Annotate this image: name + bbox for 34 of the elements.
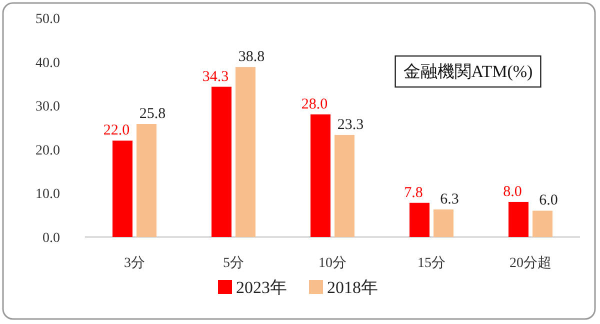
data-label: 6.0: [539, 192, 558, 209]
bar: [310, 114, 330, 237]
x-tick-label: 15分: [418, 255, 446, 271]
bar: [236, 67, 256, 237]
x-tick-label: 20分超: [510, 255, 552, 271]
bar: [136, 124, 156, 237]
y-tick-label: 0.0: [42, 231, 60, 246]
data-label: 38.8: [238, 49, 265, 66]
x-tick-label: 5分: [223, 255, 244, 271]
data-label: 7.8: [404, 184, 423, 201]
bar: [434, 209, 454, 237]
y-tick-label: 40.0: [36, 56, 60, 71]
legend-label: 2023年: [236, 278, 287, 297]
text: 金融機関ATM(%): [403, 62, 533, 81]
data-label: 8.0: [503, 184, 522, 200]
y-tick-label: 10.0: [36, 187, 60, 202]
y-tick-label: 20.0: [36, 143, 60, 158]
bar: [410, 202, 430, 237]
bar: [508, 202, 528, 237]
data-label: 25.8: [139, 106, 166, 122]
x-tick-label: 10分: [318, 255, 346, 271]
data-label: 22.0: [103, 122, 130, 139]
legend-label: 2018年: [327, 278, 378, 297]
data-label: 23.3: [337, 116, 364, 133]
data-label: 6.3: [440, 191, 459, 208]
bar: [334, 134, 354, 237]
x-tick-label: 3分: [124, 255, 145, 271]
bar: [532, 210, 552, 237]
bar: [112, 140, 132, 237]
bar: [212, 86, 232, 237]
y-tick-label: 50.0: [36, 12, 60, 27]
data-label: 28.0: [301, 96, 328, 112]
data-label: 34.3: [202, 68, 229, 85]
y-tick-label: 30.0: [36, 100, 60, 115]
